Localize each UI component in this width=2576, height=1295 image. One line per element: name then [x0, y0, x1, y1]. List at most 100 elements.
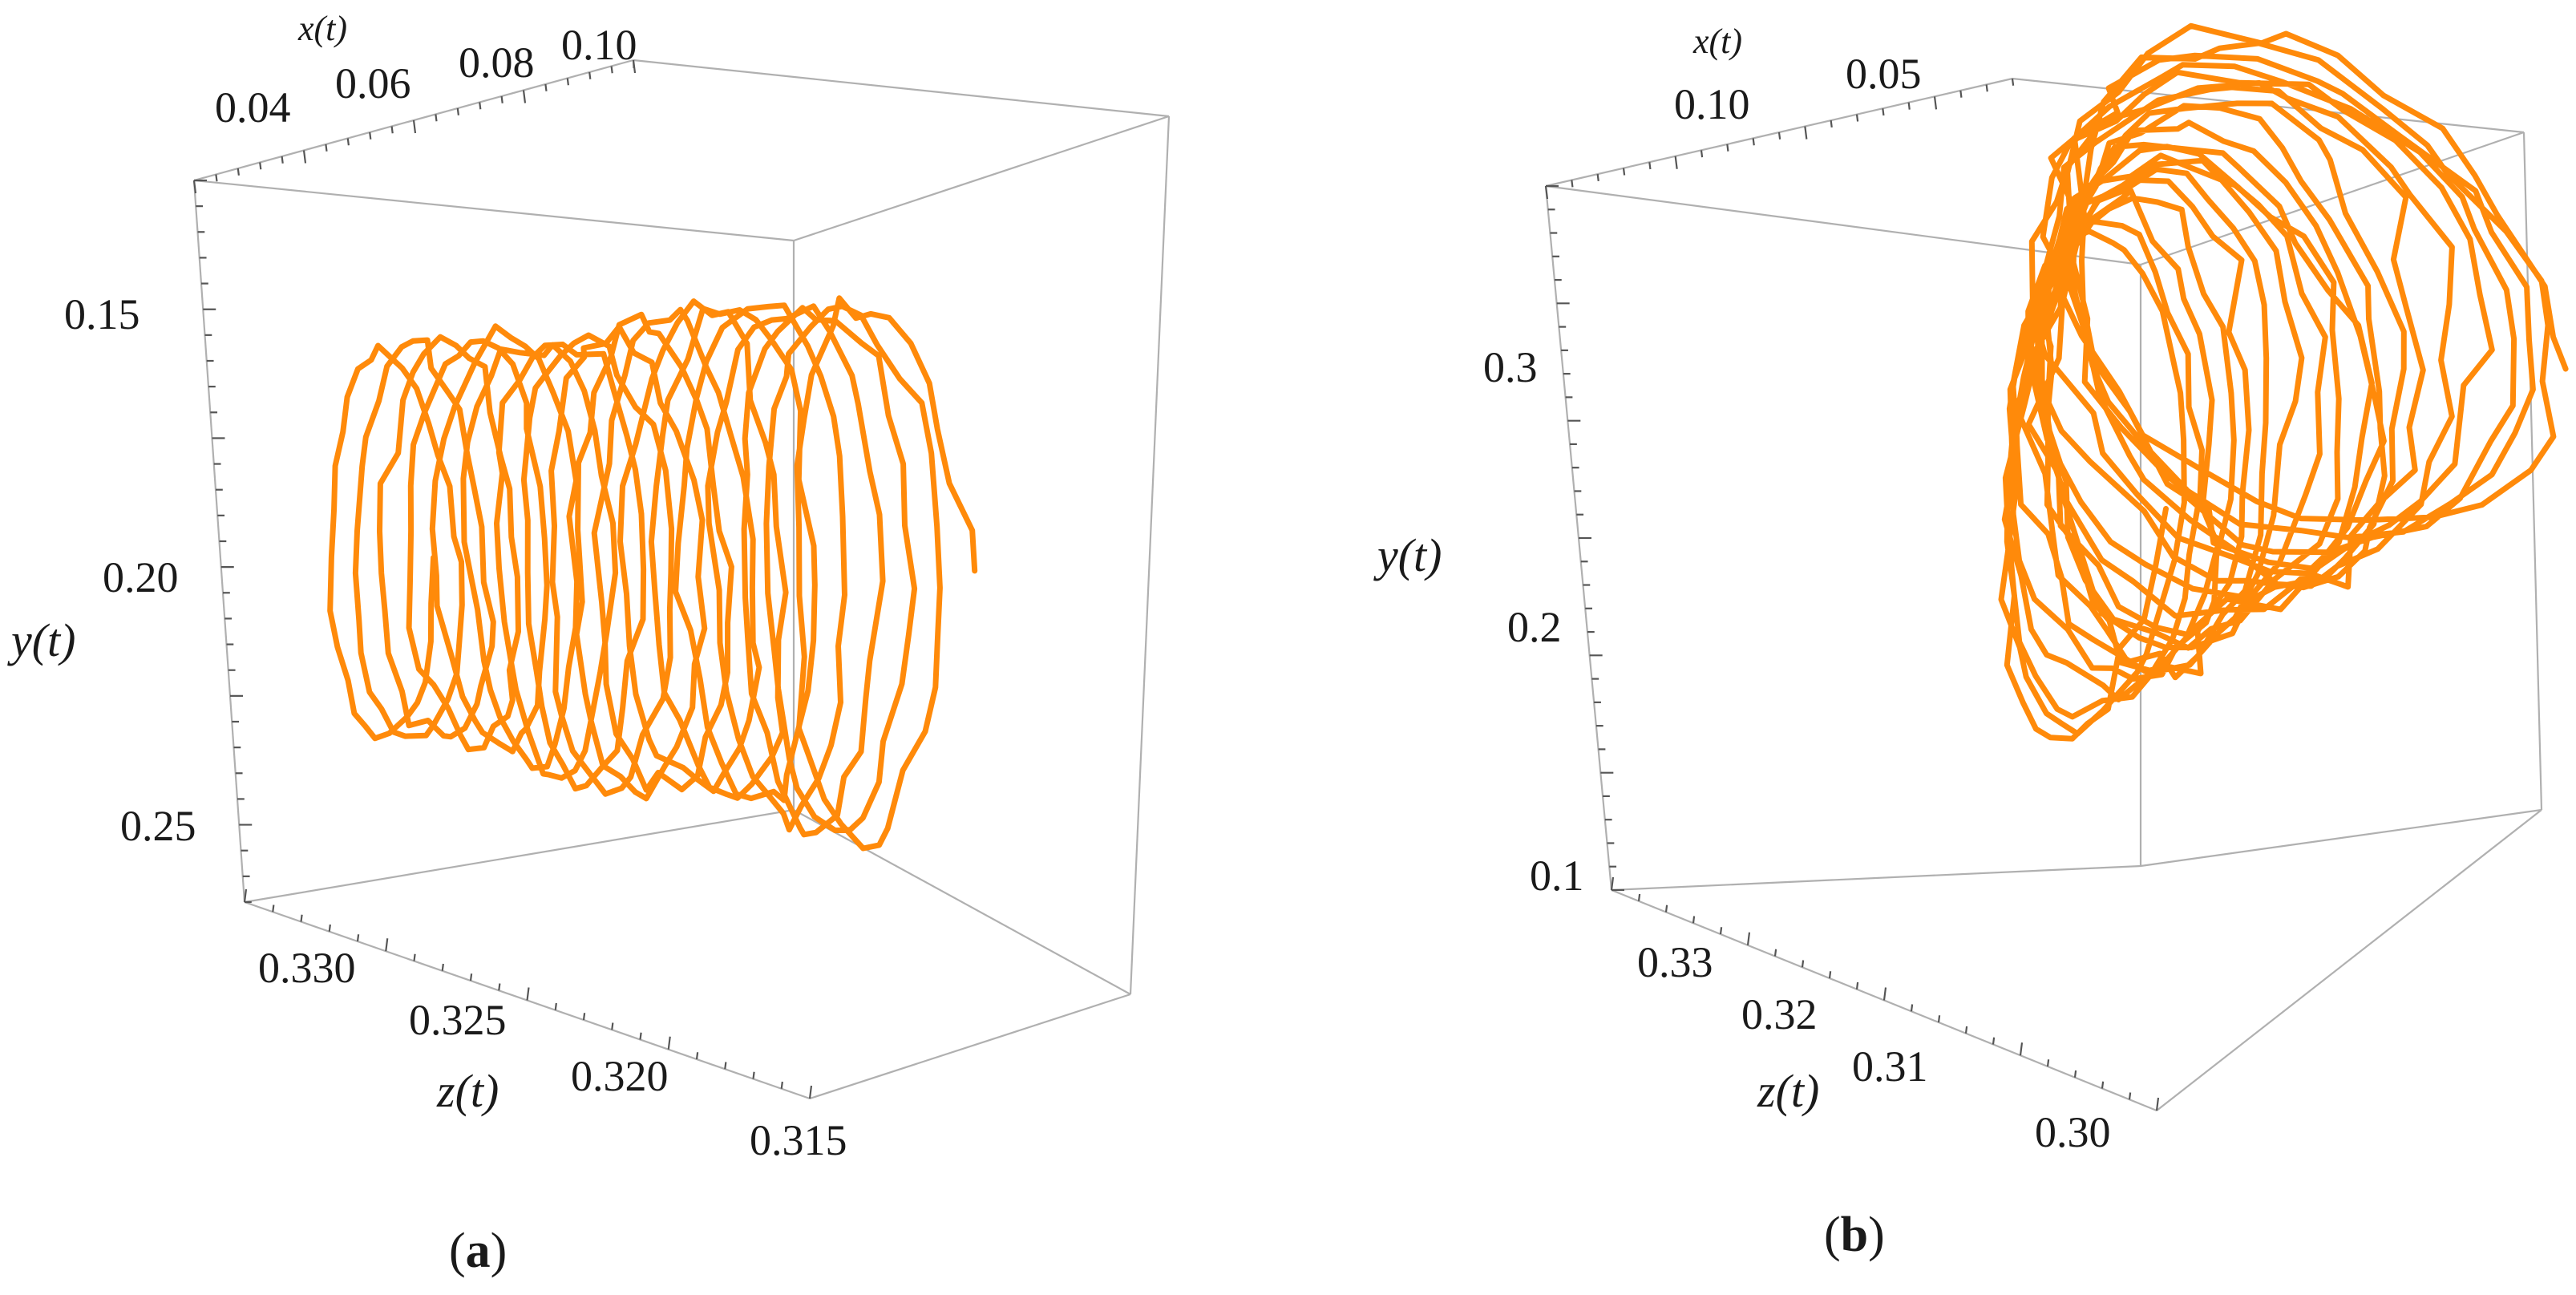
panel-a-x-tick-mark — [435, 114, 438, 122]
panel-a-z-tick-mark — [611, 1022, 614, 1030]
panel-b-x-tick-mark — [1804, 126, 1808, 140]
panel-b-z-tick-mark — [1773, 949, 1777, 957]
panel-b-y-tick-1: 0.3 — [1483, 343, 1538, 391]
panel-b-x-tick-mark — [1985, 84, 1988, 92]
panel-b-z-tick-mark — [2073, 1070, 2077, 1078]
panel-a-z-tick-mark — [300, 914, 303, 922]
panel-a-x-tick-3: 0.08 — [459, 38, 535, 87]
panel-a: 0.04 0.06 0.08 0.10 x(t) 0.15 0.20 0.25 … — [7, 9, 1171, 1278]
trajectory-a — [327, 295, 978, 852]
panel-b-x-tick-mark — [1777, 132, 1781, 140]
panel-a-x-tick-mark — [281, 156, 284, 164]
box-edge — [2140, 808, 2542, 868]
panel-b-z-tick-1: 0.33 — [1637, 938, 1713, 986]
panel-b-x-tick-mark — [1959, 90, 1963, 98]
panel-a-x-tick-mark — [192, 180, 197, 194]
panel-b-z-tick-mark — [1801, 960, 1805, 968]
panel-b-z-axis-label: z(t) — [1757, 1065, 1819, 1117]
panel-a-z-tick-1: 0.330 — [258, 944, 356, 992]
panel-b-z-tick-mark — [1882, 987, 1887, 1001]
panel-a-x-tick-2: 0.06 — [335, 59, 411, 107]
panel-b-y-axis-label: y(t) — [1373, 529, 1442, 581]
panel-b-y-tick-2: 0.2 — [1507, 603, 1562, 651]
panel-b-x-tick-mark — [1571, 180, 1574, 188]
panel-a-x-tick-mark — [346, 138, 350, 146]
panel-b-x-tick-mark — [1674, 156, 1678, 169]
panel-b-z-tick-4: 0.30 — [2035, 1108, 2111, 1156]
panel-b-z-tick-mark — [1664, 904, 1668, 913]
panel-b-x-tick-mark — [1855, 114, 1859, 122]
panel-b-x-tick-mark — [1700, 150, 1704, 158]
panel-b-x-tick-mark — [1933, 96, 1938, 110]
panel-b-z-tick-mark — [1910, 1004, 1914, 1012]
panel-a-z-tick-mark — [385, 938, 389, 952]
box-edge — [2156, 809, 2542, 1111]
panel-a-z-tick-4: 0.315 — [750, 1116, 847, 1164]
panel-b-z-tick-mark — [2101, 1081, 2105, 1089]
panel-b-z-tick-mark — [2155, 1097, 2160, 1111]
panel-b-z-tick-mark — [1746, 932, 1751, 945]
panel-a-x-tick-mark — [632, 59, 637, 74]
panel-a-x-tick-mark — [390, 126, 394, 134]
panel-b-y-tick-3: 0.1 — [1530, 852, 1584, 900]
panel-b-z-tick-mark — [1992, 1037, 1996, 1045]
tick-marks — [192, 59, 2160, 1111]
panel-a-x-tick-4: 0.10 — [561, 21, 637, 69]
box-edge — [633, 59, 1170, 118]
panel-a-x-axis-label: x(t) — [297, 9, 347, 48]
panel-a-z-tick-2: 0.325 — [409, 996, 507, 1044]
panel-a-z-tick-mark — [780, 1081, 783, 1089]
panel-b-x-tick-1: 0.10 — [1674, 80, 1750, 128]
panel-b-x-tick-2: 0.05 — [1846, 50, 1922, 98]
panel-b-x-tick-mark — [1726, 144, 1729, 152]
panel-b-label-letter: b — [1841, 1208, 1868, 1262]
panel-b-x-tick-mark — [1882, 108, 1885, 116]
panel-a-label-letter: a — [466, 1224, 491, 1278]
panel-b-x-tick-mark — [2011, 78, 2015, 86]
panel-b-x-tick-mark — [1648, 162, 1652, 170]
panel-a-y-axis-label: y(t) — [7, 614, 76, 666]
trajectory-b — [1998, 22, 2569, 742]
panel-a-z-tick-mark — [808, 1085, 813, 1099]
panel-a-x-tick-mark — [522, 90, 527, 103]
panel-a-z-tick-mark — [667, 1036, 671, 1050]
panel-b-z-tick-mark — [1855, 981, 1859, 989]
panel-b-x-tick-mark — [1830, 119, 1833, 128]
box-edge — [244, 808, 795, 904]
panel-b-x-tick-mark — [1907, 102, 1911, 110]
panel-a-box — [192, 59, 1171, 1100]
panel-b-z-tick-mark — [2019, 1042, 2024, 1056]
panel-a-x-tick-mark — [588, 71, 592, 79]
panel-a-label: (a) — [449, 1224, 507, 1278]
box-edge — [193, 179, 795, 242]
panel-b-x-axis-label: x(t) — [1692, 22, 1742, 61]
panel-a-x-tick-mark — [544, 83, 548, 91]
panel-b-z-tick-mark — [1692, 916, 1696, 924]
panel-b-z-tick-mark — [1610, 876, 1615, 891]
box-edge — [1545, 184, 2141, 266]
panel-b-z-tick-mark — [1964, 1026, 1968, 1034]
panel-a-x-tick-mark — [412, 119, 417, 134]
panel-b-z-tick-3: 0.31 — [1852, 1042, 1928, 1091]
panel-b: 0.10 0.05 x(t) 0.3 0.2 0.1 y(t) 0.33 0.3… — [1373, 22, 2569, 1262]
panel-b-label: (b) — [1824, 1208, 1885, 1262]
panel-a-x-tick-mark — [456, 107, 459, 115]
panel-a-z-tick-3: 0.320 — [571, 1052, 669, 1100]
panel-b-z-tick-mark — [2128, 1092, 2132, 1100]
panel-a-x-tick-mark — [259, 162, 262, 170]
panel-b-x-tick-mark — [1596, 173, 1599, 182]
box-edge — [793, 115, 1170, 242]
panel-a-y-tick-3: 0.25 — [120, 802, 196, 850]
panel-a-y-tick-2: 0.20 — [103, 553, 179, 601]
panel-a-x-tick-mark — [500, 95, 503, 103]
box-edge — [1129, 115, 1171, 995]
panel-a-x-tick-mark — [302, 150, 307, 164]
box-edge — [793, 809, 1131, 995]
panel-b-x-tick-mark — [1544, 185, 1549, 200]
panel-a-x-tick-1: 0.04 — [215, 83, 291, 132]
panel-a-z-axis-label: z(t) — [436, 1065, 499, 1117]
panel-b-x-tick-mark — [1752, 138, 1755, 146]
panel-a-z-tick-mark — [526, 987, 530, 1001]
panel-a-x-tick-mark — [479, 102, 482, 110]
